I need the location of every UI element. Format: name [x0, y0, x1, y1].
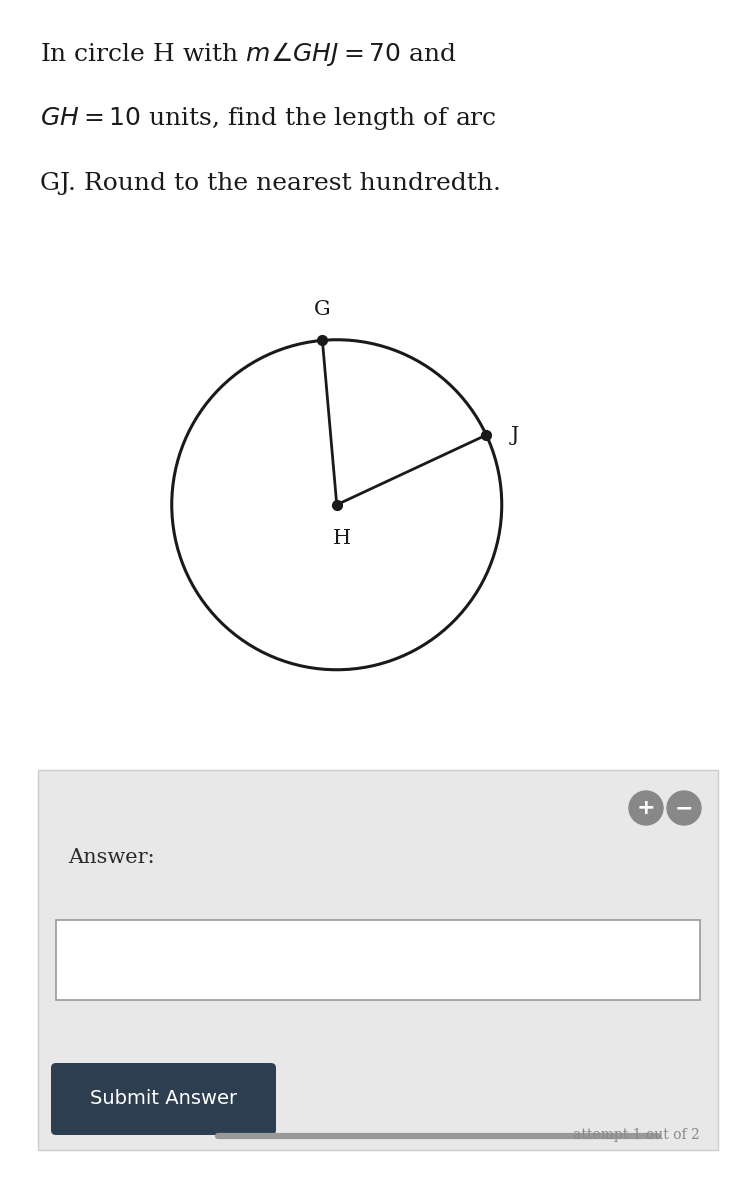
Text: Submit Answer: Submit Answer	[90, 1090, 237, 1109]
Text: attempt 1 out of 2: attempt 1 out of 2	[573, 1128, 700, 1142]
Point	[330, 496, 342, 515]
Text: −: −	[674, 798, 693, 818]
FancyBboxPatch shape	[51, 1063, 276, 1135]
FancyBboxPatch shape	[38, 770, 718, 1150]
Text: H: H	[333, 529, 351, 548]
Text: G: G	[314, 300, 330, 319]
Circle shape	[629, 791, 663, 826]
Circle shape	[667, 791, 701, 826]
Text: GJ. Round to the nearest hundredth.: GJ. Round to the nearest hundredth.	[40, 172, 501, 194]
Text: In circle H with $m\angle GHJ = 70$ and: In circle H with $m\angle GHJ = 70$ and	[40, 40, 457, 68]
Text: +: +	[637, 798, 655, 818]
Point	[316, 331, 328, 350]
Text: Answer:: Answer:	[68, 848, 155, 866]
Point	[480, 426, 492, 445]
Text: $GH = 10$ units, find the length of arc: $GH = 10$ units, find the length of arc	[40, 104, 497, 132]
FancyBboxPatch shape	[56, 920, 700, 1000]
Text: J: J	[511, 426, 519, 444]
